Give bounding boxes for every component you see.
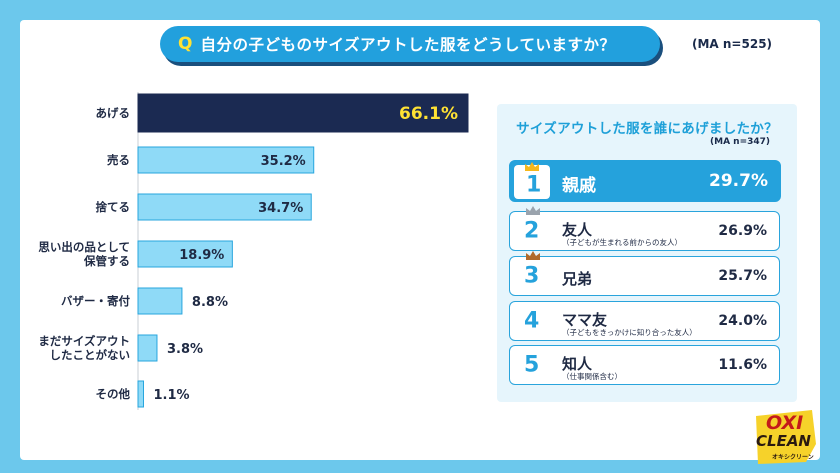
- ranking-row-4: 4 ママ友 （子どもをきっかけに知り合った友人） 24.0%: [509, 301, 780, 341]
- ranking-row-1: 1 親戚 29.7%: [509, 160, 781, 202]
- main-sample-size: (MA n=525): [692, 37, 773, 51]
- rank-value: 29.7%: [709, 171, 768, 191]
- bar-2: [137, 146, 315, 174]
- bar-category-label-4: 思い出の品として 保管する: [38, 240, 130, 268]
- bar-value-label-4: 18.9%: [179, 248, 224, 263]
- bar-category-label-5: バザー・寄付: [61, 294, 130, 308]
- bar-category-label-7: その他: [95, 387, 131, 401]
- bar-category-label-3: 捨てる: [95, 200, 131, 214]
- rank-name: 友人: [562, 221, 593, 239]
- bar-5: [137, 287, 183, 315]
- rank-note: （仕事関係含む）: [562, 372, 622, 381]
- rank-number: 2: [524, 218, 540, 244]
- rank-value: 26.9%: [718, 223, 767, 239]
- ranking-row-2: 2 友人 （子どもが生まれる前からの友人） 26.9%: [509, 206, 780, 251]
- rank-name: 親戚: [562, 176, 596, 196]
- ranking-sample-size: (MA n=347): [710, 137, 771, 147]
- rank-name: ママ友: [562, 311, 608, 329]
- crown-icon: [525, 162, 539, 171]
- crown-icon: [526, 206, 540, 215]
- bar-4: [137, 240, 233, 268]
- question-text: 自分の子どものサイズアウトした服をどうしていますか？: [200, 36, 616, 54]
- rank-value: 11.6%: [718, 357, 767, 373]
- rank-number: 4: [524, 308, 540, 334]
- bar-value-label-6: 3.8%: [167, 342, 203, 357]
- bar-category-label-2: 売る: [107, 153, 130, 167]
- rank-number: 5: [524, 352, 540, 378]
- logo-oxi: OXI: [766, 412, 804, 434]
- rank-number: 3: [524, 263, 540, 289]
- logo-clean: CLEAN: [756, 432, 811, 450]
- rank-name: 兄弟: [562, 270, 593, 288]
- rank-note: （子どもが生まれる前からの友人）: [562, 238, 682, 247]
- bar-category-label-6: まだサイズアウト したことがない: [38, 334, 130, 362]
- bar-6: [137, 334, 158, 362]
- rank-name: 知人: [562, 355, 593, 373]
- oxiclean-logo: OXI CLEAN オキシクリーン: [748, 404, 822, 468]
- bar-value-label-2: 35.2%: [261, 154, 306, 169]
- bar-value-label-3: 34.7%: [258, 201, 303, 216]
- bar-7: [137, 380, 144, 408]
- question-mark-q: Q: [178, 34, 193, 54]
- rank-note: （子どもをきっかけに知り合った友人）: [562, 328, 697, 337]
- question-banner: Q 自分の子どものサイズアウトした服をどうしていますか？: [160, 26, 660, 62]
- bar-value-label-7: 1.1%: [153, 388, 189, 403]
- bar-value-label-1: 66.1%: [399, 104, 458, 124]
- bar-1: [137, 93, 469, 133]
- bar-category-label-1: あげる: [95, 106, 131, 120]
- logo-graphic: [756, 410, 816, 464]
- rank-value: 25.7%: [718, 268, 767, 284]
- rank-number: 1: [526, 172, 542, 198]
- ranking-title: サイズアウトした服を誰にあげましたか？: [516, 121, 778, 137]
- rank-value: 24.0%: [718, 313, 767, 329]
- crown-icon: [526, 251, 540, 260]
- ranking-row-5: 5 知人 （仕事関係含む） 11.6%: [509, 345, 780, 385]
- bar-value-label-5: 8.8%: [192, 295, 228, 310]
- ranking-row-3: 3 兄弟 25.7%: [509, 251, 780, 296]
- bar-3: [137, 193, 312, 221]
- logo-kana: オキシクリーン: [772, 454, 814, 461]
